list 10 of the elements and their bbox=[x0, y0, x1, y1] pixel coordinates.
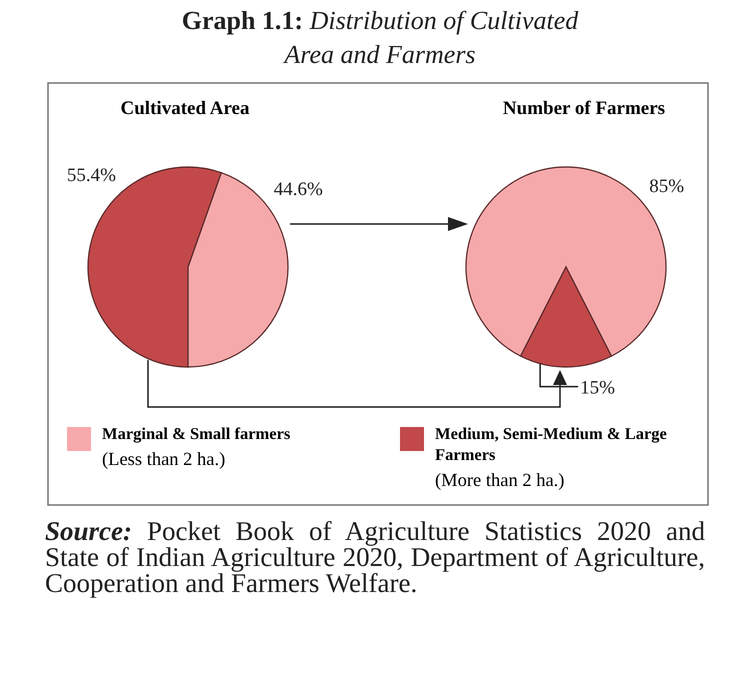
data-label: 55.4% bbox=[66, 165, 116, 186]
chart-title: Number of Farmers bbox=[502, 98, 666, 119]
chart-title: Cultivated Area bbox=[120, 98, 250, 119]
legend-label: Marginal & Small farmers (Less than 2 ha.) bbox=[102, 424, 291, 470]
legend-label: Medium, Semi-Medium & Large Farmers (More than 2 ha.) bbox=[435, 424, 667, 491]
data-label: 15% bbox=[580, 378, 616, 399]
caption: Graph 1.1: Distribution of Cultivated Area and Farmers bbox=[182, 6, 578, 69]
data-label: 85% bbox=[649, 176, 684, 198]
data-label: 44.6% bbox=[274, 179, 324, 200]
source-note: Source: Pocket Book of Agriculture Statistics 2020 and State of Indian Agriculture 2020, Department of Agriculture, Cooperation and Farmers Welfare. bbox=[45, 516, 705, 598]
